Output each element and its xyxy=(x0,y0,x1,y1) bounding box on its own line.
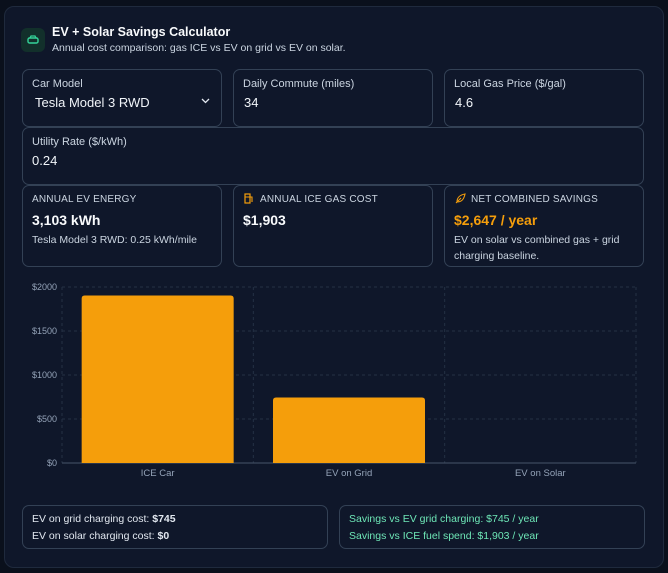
ev-energy-stat: ANNUAL EV ENERGY 3,103 kWh Tesla Model 3… xyxy=(22,185,222,267)
page-title: EV + Solar Savings Calculator xyxy=(52,25,231,39)
y-tick-label: $1500 xyxy=(32,326,57,336)
fuel-pump-icon xyxy=(244,193,253,204)
utility-rate-input[interactable]: Utility Rate ($/kWh) 0.24 xyxy=(22,127,644,185)
car-model-select[interactable]: Car Model Tesla Model 3 RWD xyxy=(22,69,222,127)
y-tick-label: $500 xyxy=(37,414,57,424)
chevron-down-icon xyxy=(201,98,210,104)
net-savings-stat: NET COMBINED SAVINGS $2,647 / year EV on… xyxy=(444,185,644,267)
savings-summary: Savings vs EV grid charging: $745 / year… xyxy=(339,505,645,549)
page-subtitle: Annual cost comparison: gas ICE vs EV on… xyxy=(52,42,346,54)
x-tick-label: EV on Solar xyxy=(515,468,566,479)
gas-price-input[interactable]: Local Gas Price ($/gal) 4.6 xyxy=(444,69,644,127)
cost-bar-chart: $0 $500 $1000 $1500 $2000 ICE Car EV on Grid EV… xyxy=(32,282,637,479)
y-tick-label: $1000 xyxy=(32,370,57,380)
commute-input[interactable]: Daily Commute (miles) 34 xyxy=(233,69,433,127)
x-tick-label: EV on Grid xyxy=(326,468,372,479)
leaf-icon xyxy=(455,193,466,204)
y-tick-label: $0 xyxy=(47,458,57,468)
charging-cost-summary: EV on grid charging cost: $745 EV on sol… xyxy=(22,505,328,549)
bar-ice-car xyxy=(81,295,234,463)
y-tick-label: $2000 xyxy=(32,282,57,292)
bar-ev-on-grid xyxy=(273,397,425,463)
ice-cost-stat: ANNUAL ICE GAS COST $1,903 xyxy=(233,185,433,267)
car-icon xyxy=(21,28,45,52)
x-tick-label: ICE Car xyxy=(141,468,175,479)
